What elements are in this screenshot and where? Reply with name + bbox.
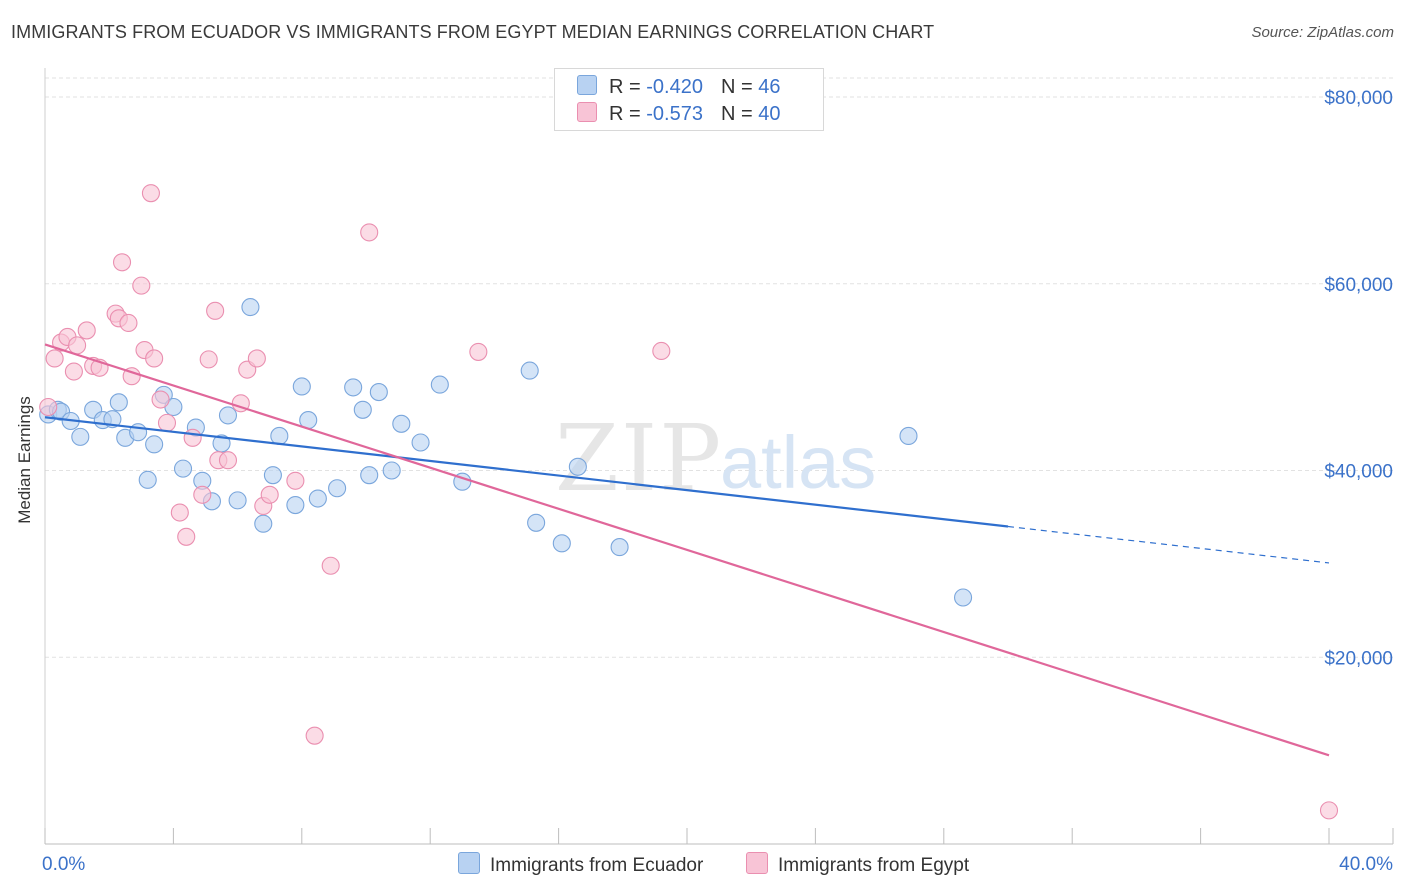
point-ecuador bbox=[899, 426, 918, 446]
legend-r-label: R = bbox=[609, 76, 641, 98]
point-ecuador bbox=[71, 427, 90, 446]
series-swatch-ecuador bbox=[458, 852, 480, 874]
point-ecuador bbox=[353, 400, 372, 419]
point-egypt bbox=[1319, 801, 1339, 820]
source-credit: Source: ZipAtlas.com bbox=[1251, 24, 1394, 41]
point-egypt bbox=[112, 253, 132, 272]
point-ecuador bbox=[552, 534, 571, 553]
point-ecuador bbox=[145, 435, 164, 454]
point-egypt bbox=[141, 184, 160, 203]
y-tick-label: $40,000 bbox=[1324, 462, 1393, 483]
legend-r-value: -0.420 bbox=[646, 76, 703, 98]
legend-n-label: N = bbox=[720, 103, 753, 125]
point-ecuador bbox=[392, 414, 411, 433]
y-tick-label: $60,000 bbox=[1324, 275, 1393, 296]
y-axis-title: Median Earnings bbox=[15, 396, 34, 524]
y-tick-label: $80,000 bbox=[1324, 88, 1393, 109]
point-ecuador bbox=[241, 298, 260, 317]
point-ecuador bbox=[328, 479, 347, 498]
point-ecuador bbox=[173, 459, 193, 478]
point-egypt bbox=[170, 503, 189, 522]
point-egypt bbox=[132, 276, 151, 295]
point-egypt bbox=[157, 413, 177, 432]
point-ecuador bbox=[568, 457, 587, 476]
point-egypt bbox=[360, 223, 379, 242]
point-ecuador bbox=[430, 375, 449, 394]
legend-n-label: N = bbox=[720, 76, 753, 98]
point-ecuador bbox=[292, 377, 311, 396]
trend-lines bbox=[44, 343, 1330, 757]
point-ecuador bbox=[411, 433, 430, 452]
series-legend-ecuador: Immigrants from Ecuador bbox=[458, 852, 703, 877]
point-egypt bbox=[305, 726, 324, 745]
tick-labels: $20,000 $40,000 $60,000 $80,000 0.0% 40.0% bbox=[42, 88, 1393, 875]
series-label-ecuador: Immigrants from Ecuador bbox=[490, 855, 704, 876]
series-legend: Immigrants from Ecuador Immigrants from … bbox=[0, 852, 1406, 878]
point-egypt bbox=[286, 471, 305, 490]
point-ecuador bbox=[218, 406, 238, 425]
point-ecuador bbox=[308, 489, 327, 508]
point-egypt bbox=[247, 349, 266, 368]
x-tick-label: 40.0% bbox=[1339, 854, 1393, 875]
point-ecuador bbox=[369, 383, 388, 402]
point-ecuador bbox=[520, 361, 539, 380]
point-ecuador bbox=[344, 378, 363, 397]
point-ecuador bbox=[109, 393, 128, 412]
legend-r-value: -0.573 bbox=[646, 103, 703, 125]
point-egypt bbox=[77, 321, 96, 340]
y-tick-label: $20,000 bbox=[1324, 648, 1393, 669]
point-ecuador bbox=[138, 470, 157, 489]
legend-r-label: R = bbox=[609, 103, 641, 125]
point-egypt bbox=[177, 527, 196, 546]
point-ecuador bbox=[527, 513, 546, 532]
point-egypt bbox=[68, 336, 87, 355]
legend-n-value: 46 bbox=[758, 76, 781, 98]
point-egypt bbox=[218, 451, 238, 470]
trend-line-ecuador-extension bbox=[1007, 525, 1330, 564]
point-egypt bbox=[652, 341, 671, 361]
point-egypt bbox=[193, 485, 212, 504]
legend-n-value: 40 bbox=[758, 103, 781, 125]
point-egypt bbox=[119, 313, 138, 333]
point-egypt bbox=[145, 349, 164, 368]
legend-swatch-ecuador bbox=[577, 75, 597, 95]
point-ecuador bbox=[228, 491, 247, 510]
point-egypt bbox=[45, 349, 64, 368]
point-ecuador bbox=[263, 466, 282, 485]
point-egypt bbox=[199, 350, 218, 369]
point-egypt bbox=[469, 342, 488, 361]
watermark-zip: ZIP bbox=[555, 405, 723, 512]
point-egypt bbox=[260, 485, 279, 504]
chart-title: IMMIGRANTS FROM ECUADOR VS IMMIGRANTS FR… bbox=[11, 22, 935, 42]
point-egypt bbox=[321, 556, 340, 575]
point-ecuador bbox=[360, 466, 379, 485]
point-egypt bbox=[151, 390, 170, 409]
point-ecuador bbox=[270, 426, 289, 446]
legend-row-egypt: R = -0.573 N = 40 bbox=[577, 102, 780, 128]
watermark-atlas: atlas bbox=[720, 421, 876, 504]
stats-legend: R = -0.420 N = 46 R = -0.573 N = 40 bbox=[554, 68, 824, 131]
point-egypt bbox=[206, 301, 225, 320]
point-ecuador bbox=[610, 538, 629, 557]
axes bbox=[44, 68, 1394, 845]
series-swatch-egypt bbox=[746, 852, 768, 874]
legend-swatch-egypt bbox=[577, 102, 597, 122]
point-ecuador bbox=[382, 461, 401, 480]
legend-row-ecuador: R = -0.420 N = 46 bbox=[577, 75, 780, 101]
trend-line-egypt bbox=[44, 343, 1330, 757]
point-egypt bbox=[183, 428, 202, 447]
point-ecuador bbox=[254, 514, 273, 533]
watermark: ZIP atlas bbox=[555, 405, 876, 512]
series-label-egypt: Immigrants from Egypt bbox=[778, 855, 970, 876]
trend-line-ecuador bbox=[44, 416, 1009, 528]
point-egypt bbox=[64, 362, 83, 381]
point-ecuador bbox=[954, 588, 973, 607]
point-egypt bbox=[39, 397, 58, 417]
series-legend-egypt: Immigrants from Egypt bbox=[746, 852, 969, 877]
x-tick-label: 0.0% bbox=[42, 854, 85, 875]
data-points bbox=[39, 184, 1339, 820]
point-ecuador bbox=[286, 495, 305, 515]
